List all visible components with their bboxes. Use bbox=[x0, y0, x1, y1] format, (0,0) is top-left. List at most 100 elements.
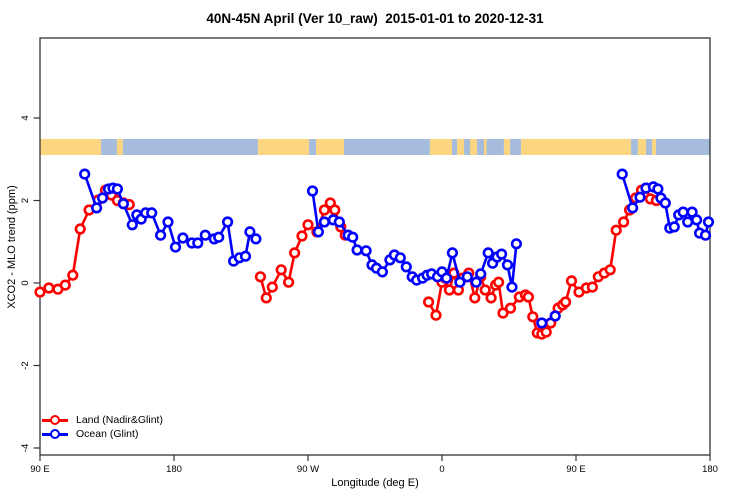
data-point bbox=[682, 216, 694, 228]
data-point bbox=[162, 216, 174, 228]
data-point bbox=[74, 223, 86, 235]
data-point bbox=[177, 232, 189, 244]
map-strip-land-segment bbox=[652, 139, 656, 155]
map-strip-ocean-segment bbox=[309, 139, 317, 155]
map-strip-land-segment bbox=[503, 139, 511, 155]
data-point bbox=[333, 216, 345, 228]
data-point bbox=[610, 224, 622, 236]
data-point bbox=[266, 281, 278, 293]
y-tick-label: -2 bbox=[20, 361, 31, 369]
data-point bbox=[34, 286, 46, 298]
legend-label-land: Land (Nadir&Glint) bbox=[76, 414, 163, 426]
data-point bbox=[626, 202, 639, 214]
map-strip-ocean-segment bbox=[476, 139, 484, 155]
data-point bbox=[318, 216, 331, 228]
data-point bbox=[482, 247, 494, 259]
data-point bbox=[443, 284, 456, 296]
data-point bbox=[440, 272, 453, 284]
x-tick-label: 180 bbox=[702, 464, 718, 475]
x-tick-label: 90 E bbox=[566, 464, 586, 475]
map-strip-ocean-segment bbox=[122, 139, 258, 155]
map-strip-land-segment bbox=[316, 139, 345, 155]
data-point bbox=[690, 214, 703, 226]
data-point bbox=[351, 244, 363, 256]
map-strip-ocean-segment bbox=[451, 139, 458, 155]
legend-label-ocean: Ocean (Glint) bbox=[76, 428, 139, 440]
data-point bbox=[493, 276, 505, 288]
map-strip-land-segment bbox=[429, 139, 452, 155]
data-point bbox=[302, 219, 314, 231]
data-point bbox=[244, 226, 256, 238]
data-point bbox=[360, 245, 372, 257]
plot-frame bbox=[39, 37, 711, 456]
data-point bbox=[527, 311, 539, 323]
data-point bbox=[400, 261, 412, 273]
data-point bbox=[296, 230, 308, 242]
data-point bbox=[222, 216, 234, 228]
data-point bbox=[59, 279, 71, 291]
data-point bbox=[90, 202, 103, 214]
map-strip-ocean-segment bbox=[486, 139, 504, 155]
data-point bbox=[394, 252, 406, 264]
y-tick-label: 4 bbox=[20, 115, 31, 120]
data-point bbox=[239, 250, 252, 262]
data-point bbox=[430, 309, 442, 321]
data-point bbox=[522, 291, 535, 303]
legend-entry-ocean: Ocean (Glint) bbox=[42, 427, 163, 441]
data-point bbox=[192, 237, 204, 249]
x-tick-label: 180 bbox=[166, 464, 182, 475]
map-strip bbox=[40, 139, 710, 155]
data-point bbox=[702, 216, 715, 228]
data-point bbox=[501, 259, 514, 271]
data-point bbox=[565, 275, 578, 287]
map-strip-ocean-segment bbox=[344, 139, 430, 155]
data-point bbox=[634, 191, 646, 203]
map-strip-land-segment bbox=[257, 139, 310, 155]
map-strip-land-segment bbox=[483, 139, 487, 155]
data-point bbox=[79, 168, 91, 180]
data-point bbox=[586, 281, 599, 293]
y-tick-label: 2 bbox=[20, 198, 31, 203]
series-land bbox=[34, 182, 663, 340]
data-point bbox=[540, 326, 552, 338]
data-point bbox=[43, 282, 55, 294]
map-strip-ocean-segment bbox=[464, 139, 470, 155]
data-point bbox=[260, 292, 272, 304]
x-tick-label: 90 E bbox=[30, 464, 50, 475]
map-strip-ocean-segment bbox=[645, 139, 653, 155]
legend-line-land bbox=[42, 415, 68, 425]
x-axis: 90 E 180 90 W 0 90 E 180 bbox=[30, 455, 718, 475]
data-point bbox=[536, 317, 548, 329]
legend-line-ocean bbox=[42, 429, 68, 439]
data-point bbox=[475, 268, 487, 280]
data-point bbox=[446, 247, 459, 259]
series-line bbox=[427, 186, 658, 336]
data-point bbox=[454, 276, 466, 288]
map-strip-ocean-segment bbox=[510, 139, 522, 155]
map-strip-land-segment bbox=[469, 139, 477, 155]
data-point bbox=[479, 284, 491, 296]
data-point bbox=[312, 226, 325, 238]
y-axis: -4 -2 0 2 4 bbox=[20, 115, 40, 452]
data-point bbox=[604, 264, 616, 276]
map-strip-land-segment bbox=[40, 139, 102, 155]
legend-marker-icon bbox=[50, 429, 60, 439]
map-strip-land-segment bbox=[116, 139, 123, 155]
data-point bbox=[329, 204, 341, 216]
map-strip-land-segment bbox=[457, 139, 465, 155]
data-point bbox=[423, 296, 435, 308]
data-point bbox=[169, 241, 182, 253]
data-point bbox=[213, 231, 225, 243]
data-point bbox=[559, 296, 572, 308]
data-point bbox=[347, 231, 359, 243]
data-point bbox=[155, 229, 167, 241]
legend-marker-icon bbox=[50, 415, 60, 425]
data-point bbox=[616, 168, 628, 180]
data-point bbox=[146, 207, 158, 219]
y-tick-label: 0 bbox=[20, 280, 31, 285]
data-point bbox=[283, 276, 295, 288]
data-point bbox=[289, 247, 301, 259]
data-point bbox=[699, 229, 712, 241]
